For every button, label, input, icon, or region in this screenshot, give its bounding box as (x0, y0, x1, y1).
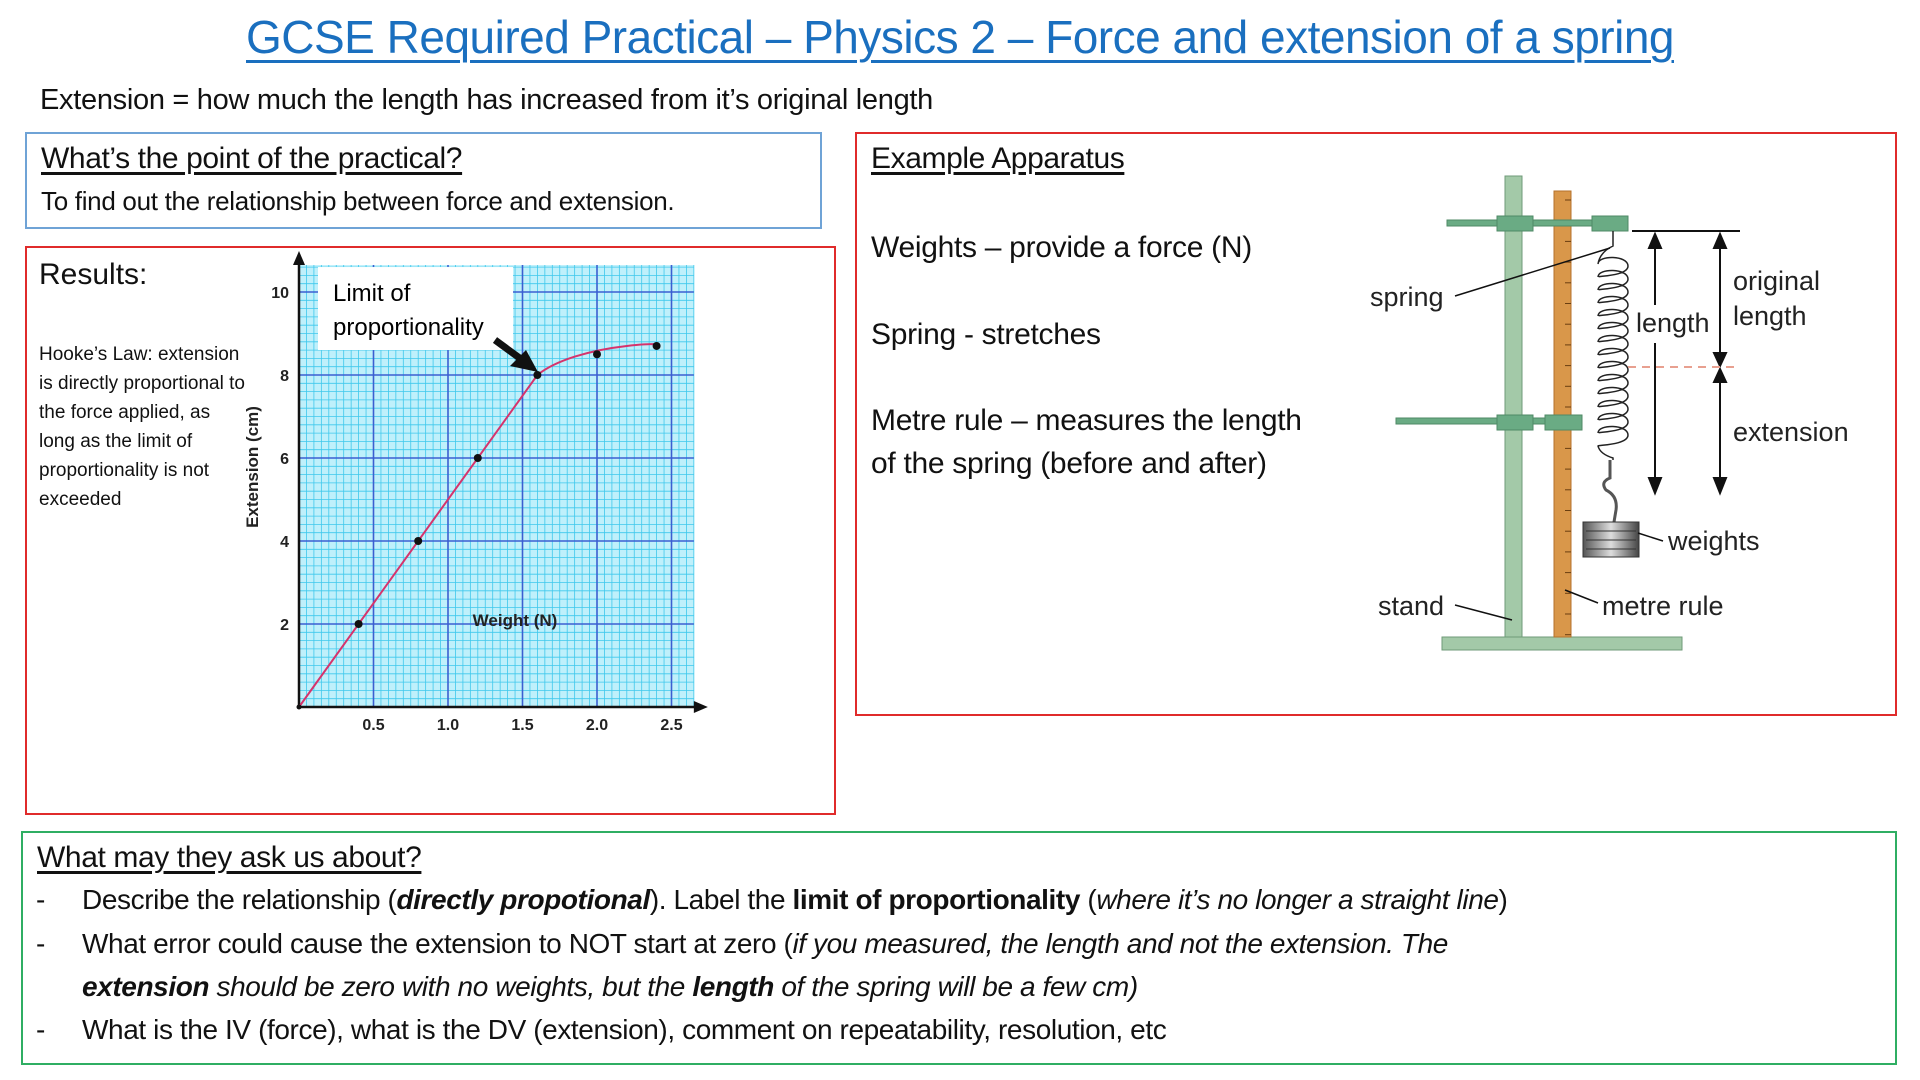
text: ). Label the (649, 884, 793, 915)
bullet-text: extension should be zero with no weights… (82, 971, 1138, 1003)
emphasis: limit of proportionality (792, 884, 1081, 915)
page-title: GCSE Required Practical – Physics 2 – Fo… (246, 11, 1675, 63)
measurement-arrows (1454, 230, 1740, 621)
y-tick-label: 10 (271, 285, 289, 302)
emphasis: if you measured, the length and not the … (792, 928, 1448, 959)
text: should be zero with no weights, but the (209, 971, 693, 1002)
y-axis-label: Extension (cm) (243, 406, 262, 528)
text: Describe the relationship ( (82, 884, 397, 915)
annotation-line2: proportionality (333, 314, 484, 341)
label-original-2: length (1733, 301, 1807, 331)
emphasis: length (692, 971, 774, 1002)
emphasis: directly propotional (396, 884, 650, 915)
text: of the spring will be a few cm) (773, 971, 1138, 1002)
label-stand: stand (1378, 591, 1444, 621)
y-tick-label: 6 (280, 451, 289, 468)
data-point (354, 620, 363, 628)
label-extension: extension (1733, 417, 1849, 447)
x-tick-label: 0.5 (362, 717, 384, 734)
extension-definition: Extension = how much the length has incr… (40, 84, 933, 116)
label-weights: weights (1667, 526, 1760, 556)
results-heading: Results: (39, 258, 148, 291)
weights-description: Weights – provide a force (N) (871, 231, 1252, 264)
point-of-practical-box: What’s the point of the practical? To fi… (25, 132, 822, 229)
ask-heading: What may they ask us about? (37, 841, 422, 874)
point-text: To find out the relationship between for… (41, 186, 675, 216)
bullet-dash: - (36, 1014, 45, 1045)
label-length: length (1636, 308, 1710, 338)
text: ( (1080, 884, 1097, 915)
bullet-dash: - (36, 928, 45, 959)
y-tick-label: 8 (280, 368, 289, 385)
exam-questions-box: What may they ask us about? (21, 831, 1897, 1065)
tick-labels: 0.5 1.0 1.5 2.0 2.5 2 4 6 8 10 (271, 285, 683, 734)
x-tick-label: 2.0 (586, 717, 608, 734)
annotation-background (318, 267, 513, 351)
label-spring: spring (1370, 282, 1444, 312)
apparatus-box: Example Apparatus Weights – provide a fo… (855, 132, 1897, 716)
spring-description: Spring - stretches (871, 318, 1101, 351)
bullet-dash: - (36, 884, 45, 915)
data-point (652, 341, 661, 350)
stand-icon (1441, 175, 1683, 651)
rule-description-2: of the spring (before and after) (871, 447, 1267, 480)
y-tick-label: 4 (280, 534, 289, 551)
text: What error could cause the extension to … (82, 928, 793, 959)
data-point (593, 350, 601, 359)
rule-description-1: Metre rule – measures the length (871, 404, 1302, 437)
data-points (296, 341, 661, 710)
data-point (414, 537, 423, 545)
y-tick-label: 2 (280, 617, 289, 634)
x-tick-label: 2.5 (660, 717, 682, 734)
text: ) (1498, 884, 1508, 915)
metre-rule-icon (1553, 190, 1572, 638)
annotation-arrow (492, 337, 538, 372)
x-tick-label: 1.0 (437, 717, 459, 734)
clamp-icon (1395, 215, 1629, 431)
axes (293, 251, 708, 713)
data-point (533, 371, 542, 379)
data-point (473, 454, 482, 462)
spring-icon (1597, 231, 1629, 460)
apparatus-diagram: spring length original length extension … (1370, 175, 1849, 651)
bullet-text: What error could cause the extension to … (82, 928, 1448, 960)
label-original-1: original (1733, 266, 1820, 296)
bullet-text: What is the IV (force), what is the DV (… (82, 1014, 1167, 1045)
x-axis-label: Weight (N) (473, 611, 558, 630)
annotation-line1: Limit of (333, 280, 411, 307)
apparatus-heading: Example Apparatus (871, 142, 1125, 175)
weights-icon (1582, 460, 1640, 558)
label-metre-rule: metre rule (1602, 591, 1724, 621)
bullet-text: Describe the relationship (directly prop… (82, 884, 1508, 916)
x-tick-label: 1.5 (511, 717, 533, 734)
hookes-law-text: Hooke’s Law: extension is directly propo… (39, 344, 245, 510)
y-axis-arrow-icon (293, 251, 305, 266)
x-axis-arrow-icon (693, 701, 708, 713)
point-heading: What’s the point of the practical? (41, 142, 463, 175)
extension-weight-chart: 0.5 1.0 1.5 2.0 2.5 2 4 6 8 10 Limit of proportio… (243, 251, 708, 734)
emphasis: extension (82, 971, 210, 1002)
emphasis: where it’s no longer a straight line (1096, 884, 1499, 915)
data-point (296, 704, 302, 710)
